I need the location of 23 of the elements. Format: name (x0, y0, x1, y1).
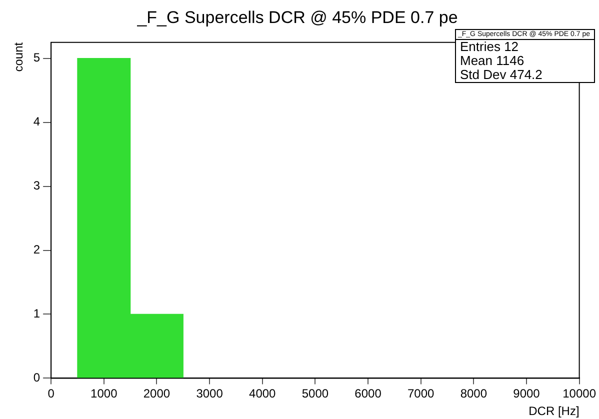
x-tick-label: 7000 (407, 386, 435, 401)
y-tick-label: 0 (33, 370, 40, 385)
y-tick-label: 5 (33, 50, 40, 65)
x-tick-label: 3000 (196, 386, 224, 401)
y-axis-title: count (12, 42, 26, 72)
x-tick-label: 2000 (143, 386, 170, 401)
annotation: Mean 1146 (459, 53, 526, 68)
x-tick-label: 0 (48, 386, 55, 401)
y-tick-label: 4 (33, 114, 40, 129)
x-tick-label: 4000 (249, 386, 276, 401)
annotation: Std Dev 474.2 (459, 67, 544, 82)
x-tick-label: 1000 (90, 386, 118, 401)
x-tick-label: 5000 (302, 386, 329, 401)
x-tick-label: 8000 (460, 386, 488, 401)
annotation: Entries 12 (459, 39, 520, 54)
x-tick-label: 9000 (513, 386, 540, 401)
x-tick-label: 6000 (354, 386, 382, 401)
y-tick-label: 3 (33, 178, 40, 193)
x-tick-label: 10000 (562, 386, 596, 401)
chart-title: _F_G Supercells DCR @ 45% PDE 0.7 pe (136, 8, 458, 27)
x-axis-title: DCR [Hz] (528, 404, 580, 418)
y-tick-label: 2 (33, 242, 40, 257)
y-tick-label: 1 (33, 306, 40, 321)
